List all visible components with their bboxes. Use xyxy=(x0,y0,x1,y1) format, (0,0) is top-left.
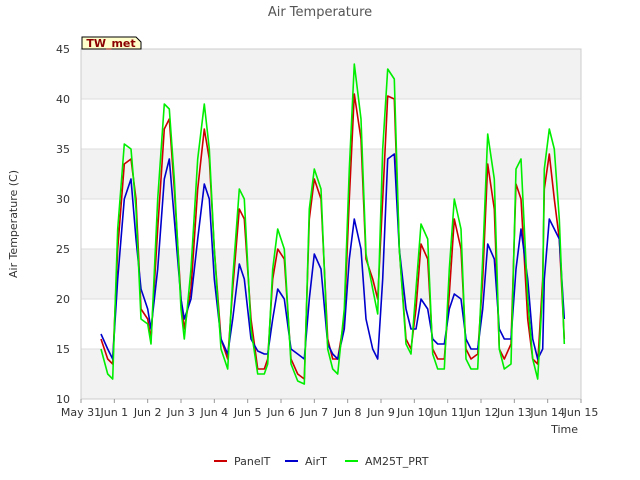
x-tick-label: Jun 13 xyxy=(496,406,532,419)
background-band xyxy=(81,149,581,199)
y-tick-label: 35 xyxy=(56,143,70,156)
y-tick-label: 15 xyxy=(56,343,70,356)
y-tick-label: 10 xyxy=(56,393,70,406)
station-tag-label: TW_met xyxy=(86,37,135,50)
x-tick-label: Jun 2 xyxy=(133,406,162,419)
x-tick-label: Jun 1 xyxy=(99,406,128,419)
station-tag: TW_met xyxy=(81,36,142,50)
y-axis-label: Air Temperature (C) xyxy=(7,170,20,278)
series-lines xyxy=(100,63,566,385)
y-tick-label: 40 xyxy=(56,93,70,106)
x-tick-label: Jun 4 xyxy=(199,406,228,419)
x-tick-label: Jun 15 xyxy=(563,406,599,419)
y-tick-label: 25 xyxy=(56,243,70,256)
x-tick-label: Jun 9 xyxy=(366,406,395,419)
plot-area xyxy=(80,48,582,400)
background-band xyxy=(81,349,581,399)
y-tick-label: 30 xyxy=(56,193,70,206)
background-band xyxy=(81,49,581,99)
x-tick-label: Jun 3 xyxy=(166,406,195,419)
x-tick-label: Jun 7 xyxy=(299,406,328,419)
y-axis-ticks: 10 15 20 25 30 35 40 45 xyxy=(56,43,70,406)
x-axis-label: Time xyxy=(550,423,578,436)
legend-label: AM25T_PRT xyxy=(365,455,429,468)
legend-label: PanelT xyxy=(234,455,271,468)
y-tick-label: 20 xyxy=(56,293,70,306)
x-tick-label: Jun 8 xyxy=(333,406,362,419)
chart-title: Air Temperature xyxy=(268,5,372,20)
x-tick-label: Jun 5 xyxy=(233,406,262,419)
x-tick-label: Jun 14 xyxy=(529,406,565,419)
x-tick-label: Jun 11 xyxy=(429,406,465,419)
legend: PanelT AirT AM25T_PRT xyxy=(214,455,429,468)
x-tick-label: May 31 xyxy=(61,406,101,419)
x-tick-label: Jun 6 xyxy=(266,406,295,419)
x-axis-ticks: May 31 Jun 1 Jun 2 Jun 3 Jun 4 Jun 5 Jun 6 Jun … xyxy=(61,399,598,419)
x-tick-label: Jun 10 xyxy=(396,406,432,419)
x-tick-label: Jun 12 xyxy=(463,406,499,419)
series-line-am25t-prt xyxy=(100,63,566,385)
legend-label: AirT xyxy=(305,455,327,468)
y-tick-label: 45 xyxy=(56,43,70,56)
